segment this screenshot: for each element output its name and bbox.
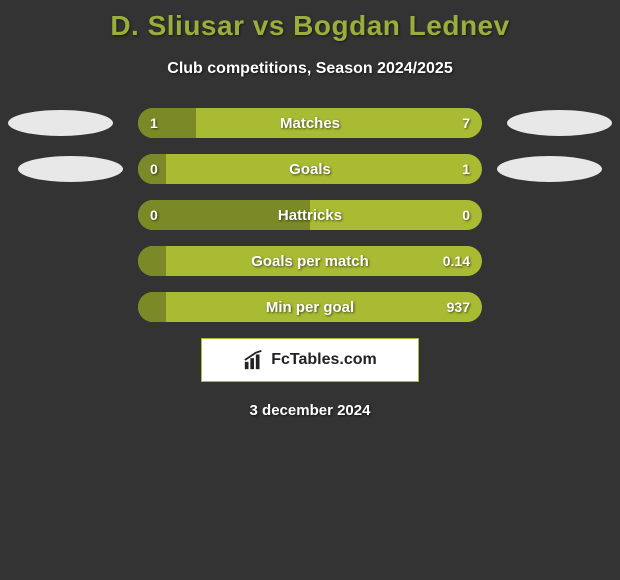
subtitle: Club competitions, Season 2024/2025 [0,60,620,78]
stat-fill-left [138,292,166,322]
stat-row-min-per-goal: Min per goal 937 [138,292,482,322]
stat-row-goals-per-match: Goals per match 0.14 [138,246,482,276]
bar-chart-icon [243,349,265,371]
stat-value-left: 0 [150,154,158,184]
stat-row-hattricks: 0 Hattricks 0 [138,200,482,230]
stat-fill-left [138,108,196,138]
stat-row-goals: 0 Goals 1 [138,154,482,184]
stat-fill-left [138,246,166,276]
stat-bars: 1 Matches 7 0 Goals 1 0 Hattricks 0 Goal… [138,108,482,322]
stat-value-right: 7 [462,108,470,138]
stat-fill-left [138,200,310,230]
player-photo-placeholder-left-1 [8,110,113,136]
brand-box[interactable]: FcTables.com [201,338,419,382]
player-photo-placeholder-right-1 [507,110,612,136]
comparison-infographic: D. Sliusar vs Bogdan Lednev Club competi… [0,0,620,580]
player-photo-placeholder-left-2 [18,156,123,182]
stat-label: Goals [138,154,482,184]
stat-value-right: 0 [462,200,470,230]
date-text: 3 december 2024 [0,402,620,419]
brand-text: FcTables.com [271,351,377,369]
stat-value-right: 937 [447,292,470,322]
page-title: D. Sliusar vs Bogdan Lednev [0,0,620,42]
stat-value-left: 1 [150,108,158,138]
stat-value-right: 1 [462,154,470,184]
player-photo-placeholder-right-2 [497,156,602,182]
stat-row-matches: 1 Matches 7 [138,108,482,138]
stat-value-right: 0.14 [443,246,470,276]
stat-label: Goals per match [138,246,482,276]
stats-area: 1 Matches 7 0 Goals 1 0 Hattricks 0 Goal… [0,108,620,419]
stat-label: Min per goal [138,292,482,322]
stat-value-left: 0 [150,200,158,230]
